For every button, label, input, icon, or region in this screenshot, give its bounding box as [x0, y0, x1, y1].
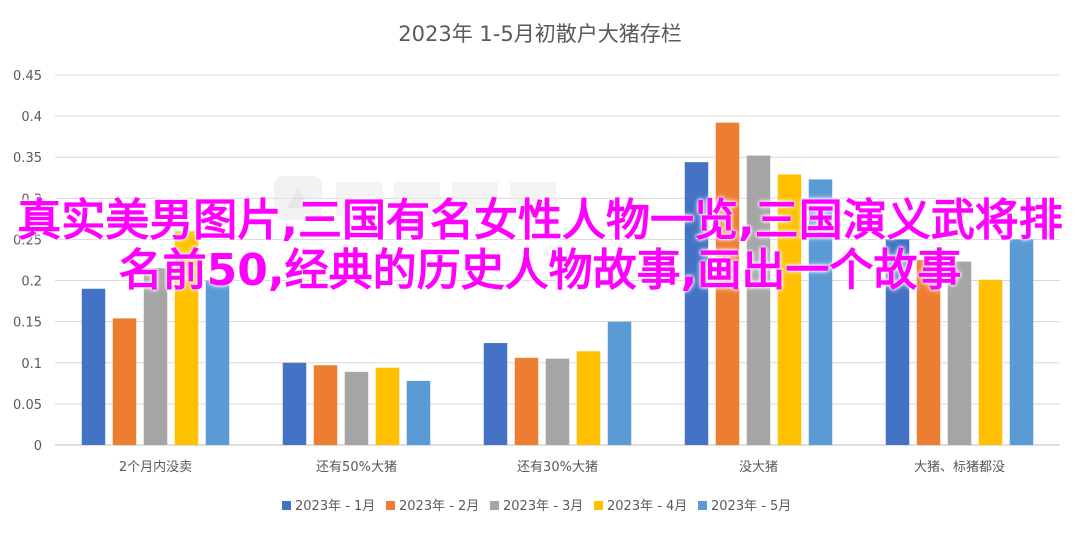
bar-3-0 — [684, 162, 709, 445]
bar-0-1 — [112, 318, 137, 445]
x-category-label: 大猪、标猪都没 — [914, 460, 1005, 475]
legend-label: 2023年 - 2月 — [399, 499, 479, 514]
legend-swatch — [282, 501, 291, 510]
y-tick-label: 0.4 — [21, 110, 42, 125]
bar-4-3 — [978, 279, 1003, 445]
bar-2-2 — [545, 358, 570, 445]
y-tick-label: 0.2 — [21, 275, 42, 290]
x-axis-categories: 2个月内没卖 还有50%大猪 还有30%大猪 没大猪 大猪、标猪都没 — [119, 459, 1005, 475]
bar-0-2 — [143, 268, 168, 445]
x-category-label: 没大猪 — [739, 460, 778, 475]
bar-0-3 — [174, 231, 199, 445]
y-axis-ticks: 0 0.05 0.1 0.15 0.2 0.25 0.3 0.35 0.4 0.45 — [13, 69, 42, 454]
bar-4-0 — [885, 239, 910, 445]
bar-1-1 — [313, 365, 338, 445]
bar-4-2 — [947, 261, 972, 445]
y-tick-label: 0.25 — [13, 233, 42, 248]
bar-4-1 — [916, 260, 941, 445]
legend-swatch — [594, 501, 603, 510]
bar-4-4 — [1009, 239, 1034, 445]
bar-0-0 — [81, 288, 106, 445]
bar-3-1 — [715, 122, 740, 445]
bar-1-3 — [375, 367, 400, 445]
legend-swatch — [490, 501, 499, 510]
legend: 2023年 - 1月 2023年 - 2月 2023年 - 3月 2023年 - 4月… — [282, 499, 791, 514]
y-tick-label: 0.35 — [13, 151, 42, 166]
x-category-label: 还有30%大猪 — [517, 460, 598, 475]
y-tick-label: 0.45 — [13, 69, 42, 84]
bar-1-2 — [344, 371, 369, 445]
legend-label: 2023年 - 3月 — [503, 499, 583, 514]
bar-3-2 — [746, 155, 771, 446]
legend-swatch — [386, 501, 395, 510]
bar-2-4 — [607, 321, 632, 445]
y-tick-label: 0.3 — [21, 192, 42, 207]
bar-2-3 — [576, 351, 601, 445]
legend-label: 2023年 - 5月 — [711, 499, 791, 514]
x-category-label: 还有50%大猪 — [316, 460, 397, 475]
y-tick-label: 0 — [34, 439, 42, 454]
bars — [81, 122, 1034, 446]
bar-1-0 — [282, 362, 307, 445]
watermark-logo — [274, 176, 556, 220]
bar-2-1 — [514, 357, 539, 445]
bar-0-4 — [205, 280, 230, 445]
y-tick-label: 0.1 — [21, 357, 42, 372]
legend-label: 2023年 - 1月 — [295, 499, 375, 514]
y-tick-label: 0.15 — [13, 316, 42, 331]
bar-3-3 — [777, 174, 802, 445]
bar-3-4 — [808, 179, 833, 445]
bar-1-4 — [406, 380, 431, 445]
chart-title: 2023年 1-5月初散户大猪存栏 — [398, 22, 681, 46]
legend-swatch — [698, 501, 707, 510]
y-tick-label: 0.05 — [13, 398, 42, 413]
bar-2-0 — [483, 343, 508, 445]
legend-label: 2023年 - 4月 — [607, 499, 687, 514]
x-category-label: 2个月内没卖 — [119, 459, 192, 475]
